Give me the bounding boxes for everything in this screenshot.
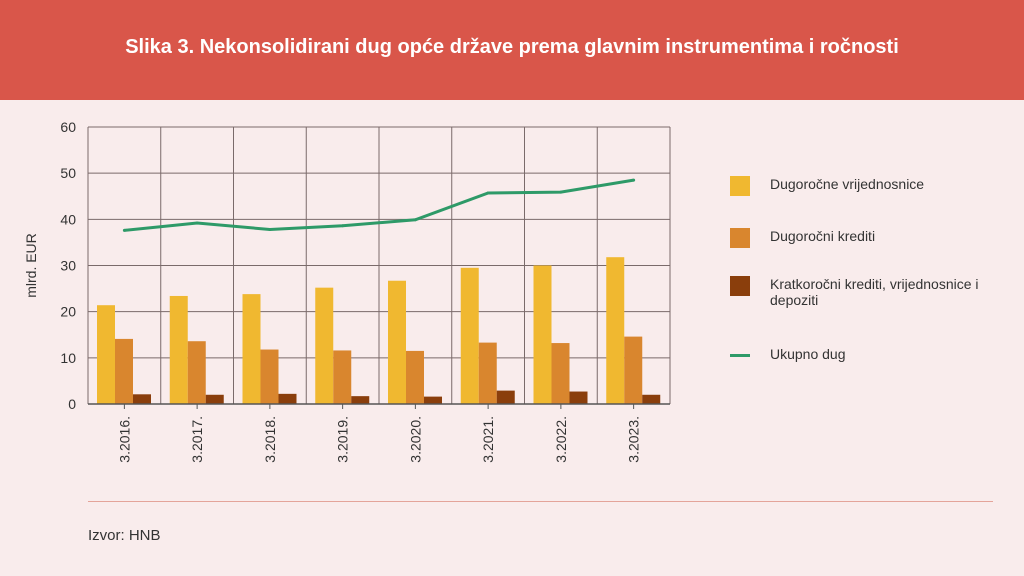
bar-1 xyxy=(460,267,479,404)
y-tick-label: 20 xyxy=(60,304,76,320)
legend-item-kratkorocni: Kratkoročni krediti, vrijednosnice i dep… xyxy=(730,276,1010,308)
x-tick-label: 3.2017. xyxy=(189,416,205,463)
legend-swatch xyxy=(730,276,750,296)
legend-line xyxy=(730,354,750,357)
bar-1 xyxy=(169,295,188,404)
y-axis-label: mlrd. EUR xyxy=(23,233,39,298)
line-point xyxy=(632,178,636,182)
legend-label: Dugoročni krediti xyxy=(770,228,876,244)
bar-1 xyxy=(242,294,261,404)
legend-swatch xyxy=(730,176,750,196)
line-point xyxy=(195,221,199,225)
y-tick-label: 10 xyxy=(60,350,76,366)
bar-3 xyxy=(424,396,442,404)
bar-3 xyxy=(496,390,515,404)
y-tick-label: 60 xyxy=(60,119,76,135)
x-tick-label: 3.2020. xyxy=(407,416,423,463)
legend-item-dugorocni-krediti: Dugoročni krediti xyxy=(730,228,1010,248)
bar-2 xyxy=(478,342,497,404)
bar-3 xyxy=(642,394,661,404)
bar-3 xyxy=(569,391,588,404)
y-tick-label: 40 xyxy=(60,211,76,227)
chart-title: Slika 3. Nekonsolidirani dug opće države… xyxy=(125,36,899,58)
x-tick-label: 3.2023. xyxy=(626,416,642,463)
bar-1 xyxy=(315,287,334,404)
y-tick-label: 30 xyxy=(60,258,76,274)
x-tick-label: 3.2016. xyxy=(116,416,132,463)
legend-item-ukupno-dug: Ukupno dug xyxy=(730,346,1010,362)
legend-swatch xyxy=(730,228,750,248)
line-point xyxy=(268,227,272,231)
legend-label: Ukupno dug xyxy=(770,346,846,362)
legend-label: Kratkoročni krediti, vrijednosnice i dep… xyxy=(770,276,979,308)
bar-3 xyxy=(278,393,297,404)
line-point xyxy=(413,218,417,222)
bar-2 xyxy=(551,343,570,404)
bar-3 xyxy=(205,394,224,404)
legend-item-dugorocne-vrijednosnice: Dugoročne vrijednosnice xyxy=(730,176,1010,196)
bar-2 xyxy=(333,350,352,404)
bar-3 xyxy=(351,396,370,404)
divider xyxy=(88,501,993,502)
line-ukupno-dug xyxy=(124,178,634,232)
bar-1 xyxy=(388,280,406,404)
bar-2 xyxy=(624,336,643,404)
line-point xyxy=(486,191,490,195)
bar-1 xyxy=(606,257,625,404)
y-tick-label: 0 xyxy=(68,396,76,412)
bar-1 xyxy=(97,305,115,404)
bar-1 xyxy=(533,265,552,404)
bar-2 xyxy=(406,350,424,404)
line-point xyxy=(122,228,126,232)
bar-2 xyxy=(115,338,133,404)
x-tick-label: 3.2022. xyxy=(553,416,569,463)
bar-3 xyxy=(133,394,151,404)
header-banner: Slika 3. Nekonsolidirani dug opće države… xyxy=(0,0,1024,100)
bar-2 xyxy=(260,349,279,404)
y-tick-label: 50 xyxy=(60,165,76,181)
bar-2 xyxy=(187,341,206,404)
source-note: Izvor: HNB xyxy=(88,527,161,544)
line-point xyxy=(341,224,345,228)
x-tick-label: 3.2019. xyxy=(335,416,351,463)
x-tick-label: 3.2021. xyxy=(480,416,496,463)
legend-label: Dugoročne vrijednosnice xyxy=(770,176,925,192)
x-tick-label: 3.2018. xyxy=(262,416,278,463)
chart: 0 10 20 30 40 50 60 3.2016. 3.2017. 3.2018. 3.2019… xyxy=(23,119,671,463)
line-point xyxy=(559,190,563,194)
